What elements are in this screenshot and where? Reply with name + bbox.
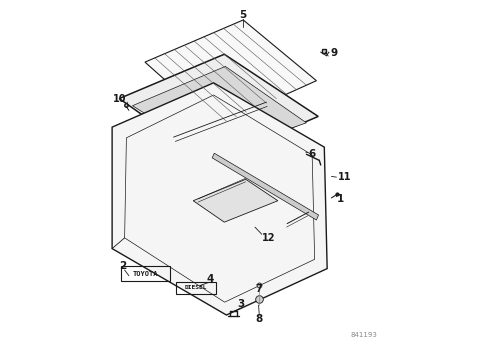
- Text: 11: 11: [338, 172, 351, 182]
- Text: 7: 7: [255, 284, 262, 294]
- Polygon shape: [212, 153, 318, 220]
- Polygon shape: [132, 66, 306, 156]
- Text: DIESEL: DIESEL: [184, 285, 207, 291]
- Text: 12: 12: [262, 233, 275, 243]
- Polygon shape: [119, 54, 318, 163]
- Text: 1: 1: [337, 194, 344, 203]
- Polygon shape: [145, 20, 317, 126]
- Text: 6: 6: [309, 149, 316, 159]
- Polygon shape: [112, 83, 327, 315]
- Text: 5: 5: [240, 10, 247, 20]
- Text: 2: 2: [119, 261, 126, 271]
- Text: 10: 10: [113, 94, 126, 104]
- Text: 4: 4: [207, 274, 214, 284]
- Text: 841193: 841193: [350, 332, 377, 338]
- Text: TOYOTA: TOYOTA: [133, 271, 158, 276]
- Text: 9: 9: [330, 48, 337, 58]
- Text: 3: 3: [238, 299, 245, 309]
- Polygon shape: [193, 179, 278, 222]
- Text: 8: 8: [256, 314, 263, 324]
